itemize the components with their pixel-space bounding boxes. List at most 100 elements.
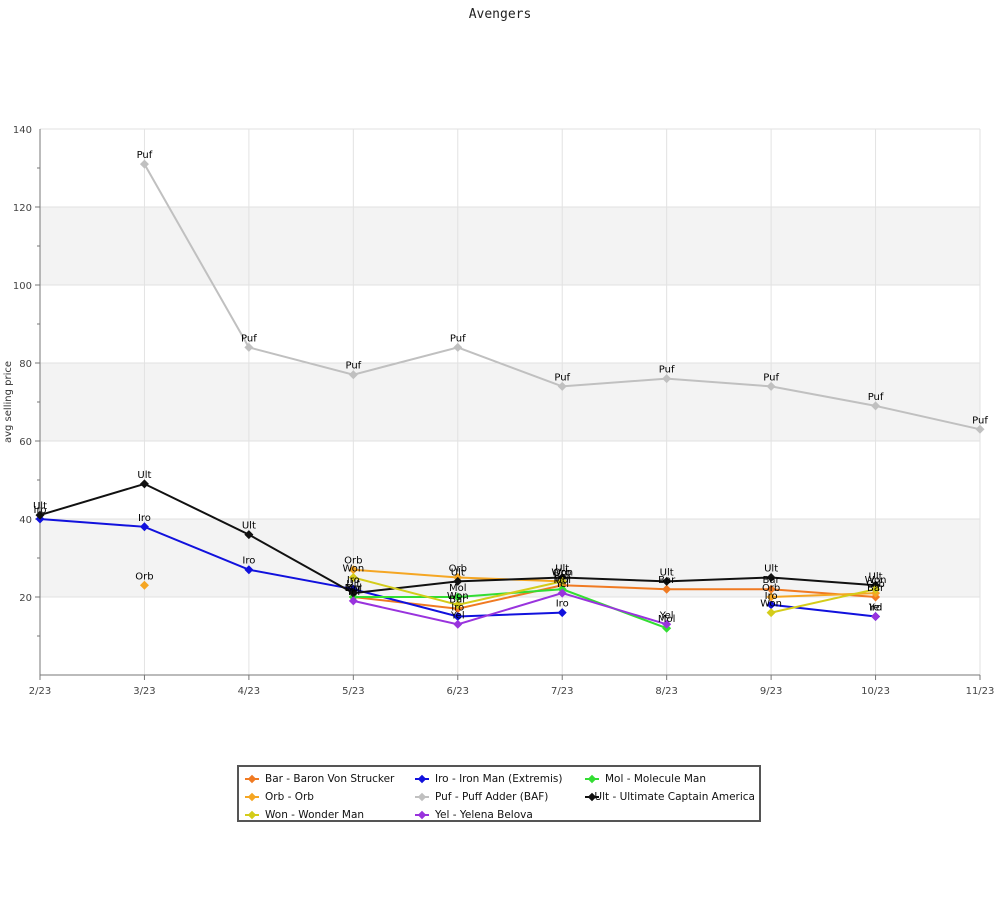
data-label-ult: Ult — [660, 567, 674, 578]
legend-label: Mol - Molecule Man — [605, 773, 707, 785]
band-100 — [40, 207, 980, 285]
data-point-yel — [453, 619, 463, 629]
band-20 — [40, 519, 980, 597]
legend-swatch — [415, 774, 429, 784]
x-tick-label: 6/23 — [447, 686, 469, 697]
legend-item: Yel - Yelena Belova — [415, 806, 585, 824]
legend-swatch — [245, 774, 259, 784]
y-tick-label: 60 — [19, 437, 32, 448]
data-point-ult — [139, 479, 149, 489]
data-label-won: Won — [342, 564, 364, 575]
data-point-puf — [244, 342, 254, 352]
legend-swatch — [245, 792, 259, 802]
y-tick-label: 80 — [19, 359, 32, 370]
data-label-iro: Iro — [869, 603, 882, 614]
data-label-puf: Puf — [450, 333, 466, 344]
y-tick-label: 140 — [13, 125, 32, 136]
data-point-puf — [766, 381, 776, 391]
data-label-iro: Iro — [34, 505, 47, 516]
y-tick-label: 100 — [13, 281, 32, 292]
data-point-won — [557, 576, 567, 586]
legend-label: Iro - Iron Man (Extremis) — [435, 773, 563, 785]
data-label-bar: Bar — [345, 583, 363, 594]
data-label-won: Won — [551, 567, 573, 578]
legend-label: Won - Wonder Man — [265, 809, 365, 821]
series-line-won — [770, 588, 876, 614]
data-point-iro — [139, 522, 149, 532]
series-yel — [348, 588, 881, 629]
legend-item: Mol - Molecule Man — [585, 770, 755, 788]
legend-item: Puf - Puff Adder (BAF) — [415, 788, 585, 806]
data-label-mol: Mol — [345, 583, 363, 594]
series-puf — [139, 159, 985, 434]
series-line-iro — [39, 518, 563, 618]
legend-item: Won - Wonder Man — [245, 806, 415, 824]
data-label-won: Won — [865, 575, 887, 586]
data-label-ult: Ult — [869, 571, 883, 582]
data-label-iro: Iro — [242, 556, 255, 567]
x-tick-label: 7/23 — [551, 686, 573, 697]
data-label-bar: Bar — [763, 575, 781, 586]
series-line-yel — [353, 592, 667, 626]
data-label-orb: Orb — [135, 571, 153, 582]
x-tick-label: 11/23 — [966, 686, 995, 697]
data-label-ult: Ult — [764, 564, 778, 575]
legend-swatch — [415, 810, 429, 820]
data-point-yel — [557, 588, 567, 598]
data-label-yel: Yel — [450, 610, 465, 621]
data-label-orb: Orb — [344, 556, 362, 567]
data-point-bar — [766, 584, 776, 594]
x-tick-label: 9/23 — [760, 686, 782, 697]
data-point-iro — [766, 600, 776, 610]
data-label-bar: Bar — [554, 571, 572, 582]
data-point-won — [348, 573, 358, 582]
y-axis-label: avg selling price — [3, 361, 14, 443]
data-point-bar — [662, 584, 672, 594]
data-point-iro — [557, 608, 567, 618]
data-point-iro — [453, 612, 463, 621]
data-label-bar: Bar — [449, 595, 467, 606]
data-point-puf — [871, 401, 881, 411]
legend-item: Ult - Ultimate Captain America — [585, 788, 755, 806]
x-tick-label: 8/23 — [655, 686, 677, 697]
data-label-puf: Puf — [763, 372, 779, 383]
data-label-yel: Yel — [554, 579, 569, 590]
chart-title: Avengers — [469, 7, 532, 22]
data-label-won: Won — [447, 591, 469, 602]
data-label-iro: Iro — [347, 575, 360, 586]
data-point-won — [453, 600, 463, 610]
data-label-bar: Bar — [658, 575, 676, 586]
legend-swatch — [245, 810, 259, 820]
x-tick-label: 10/23 — [861, 686, 890, 697]
series-line-bar — [353, 584, 876, 610]
x-tick-label: 4/23 — [238, 686, 260, 697]
data-point-puf — [557, 381, 567, 391]
plot-bands — [40, 207, 980, 597]
legend-label: Ult - Ultimate Captain America — [594, 791, 755, 803]
data-point-orb — [766, 592, 776, 602]
data-label-puf: Puf — [554, 372, 570, 383]
legend-label: Puf - Puff Adder (BAF) — [435, 791, 549, 803]
data-label-orb: Orb — [866, 579, 884, 590]
data-label-iro: Iro — [138, 513, 151, 524]
data-label-yel: Yel — [345, 587, 360, 598]
y-tick-label: 120 — [13, 203, 32, 214]
data-label-ult: Ult — [346, 579, 360, 590]
data-point-iro — [244, 565, 254, 575]
data-point-mol — [453, 592, 463, 602]
data-label-puf: Puf — [659, 365, 675, 376]
legend-item: Bar - Baron Von Strucker — [245, 770, 415, 788]
data-label-mol: Mol — [658, 614, 676, 625]
x-tick-label: 3/23 — [133, 686, 155, 697]
data-label-iro: Iro — [765, 591, 778, 602]
data-label-puf: Puf — [345, 361, 361, 372]
data-label-puf: Puf — [137, 150, 153, 161]
data-label-yel: Yel — [868, 603, 883, 614]
data-label-mol: Mol — [449, 583, 467, 594]
legend-label: Orb - Orb — [265, 791, 314, 803]
data-label-ult: Ult — [555, 564, 569, 575]
x-tick-label: 5/23 — [342, 686, 364, 697]
data-point-yel — [662, 619, 672, 629]
legend-swatch — [585, 792, 599, 802]
